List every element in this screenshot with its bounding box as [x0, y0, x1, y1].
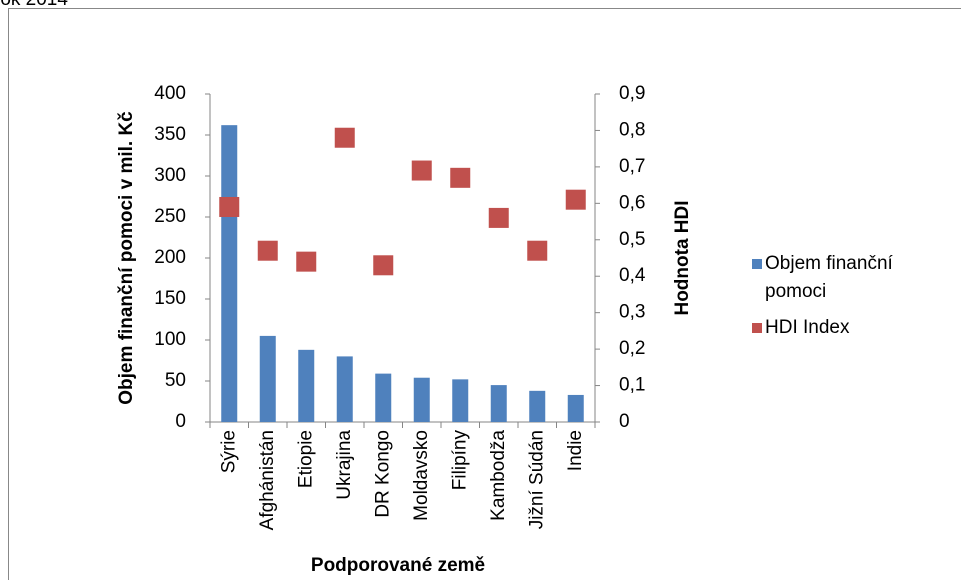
y-tick-label: 300	[154, 165, 186, 186]
y2-tick-label: 0	[619, 411, 630, 432]
y-tick-label: 0	[175, 411, 186, 432]
bar	[413, 377, 430, 422]
x-tick-label: Kambodža	[488, 430, 509, 521]
bar	[221, 125, 238, 422]
bar	[375, 373, 392, 422]
bar	[490, 385, 507, 422]
x-tick-label: Filipíny	[449, 430, 470, 491]
x-tick-label: DR Kongo	[372, 430, 393, 518]
marker	[565, 189, 586, 210]
legend-swatch	[752, 323, 762, 333]
legend-label: Objem finanční pomoci	[765, 253, 893, 302]
y2-tick-label: 0,3	[619, 302, 645, 323]
y-tick-label: 400	[154, 83, 186, 104]
legend-label: HDI Index	[765, 317, 850, 338]
y2-tick-label: 0,7	[619, 156, 645, 177]
x-tick-label: Afghánistán	[257, 430, 278, 530]
marker	[373, 255, 394, 276]
marker	[334, 127, 355, 148]
legend-swatch	[752, 259, 762, 269]
marker	[219, 196, 240, 217]
marker	[450, 167, 471, 188]
y-axis-title: Objem finanční pomoci v mil. Kč	[116, 111, 137, 405]
legend-item: Objem finanční pomoci	[752, 250, 952, 306]
chart-subtitle: rok 2014	[0, 0, 68, 10]
x-tick-label: Moldavsko	[411, 430, 432, 521]
y2-tick-label: 0,1	[619, 375, 645, 396]
y-tick-label: 200	[154, 247, 186, 268]
legend: Objem finanční pomoci HDI Index	[752, 250, 952, 350]
bar	[259, 335, 276, 422]
x-tick-label: Sýrie	[218, 430, 239, 473]
y2-tick-label: 0,2	[619, 338, 645, 359]
x-tick-label: Indie	[565, 430, 586, 471]
bar	[529, 390, 546, 422]
legend-item: HDI Index	[752, 314, 952, 342]
y-tick-label: 350	[154, 124, 186, 145]
y-tick-label: 150	[154, 288, 186, 309]
y2-tick-label: 0,9	[619, 83, 645, 104]
y2-tick-label: 0,6	[619, 192, 645, 213]
bar	[452, 379, 469, 422]
y-tick-label: 100	[154, 329, 186, 350]
y2-tick-label: 0,4	[619, 265, 646, 286]
y-tick-label: 50	[165, 370, 186, 391]
y-tick-label: 250	[154, 206, 186, 227]
y2-tick-label: 0,8	[619, 119, 645, 140]
bar	[298, 349, 315, 422]
x-axis-title: Podporované země	[311, 555, 485, 576]
chart-frame	[8, 8, 961, 580]
marker	[527, 240, 548, 261]
x-tick-label: Etiopie	[295, 430, 316, 488]
marker	[257, 240, 278, 261]
marker	[488, 207, 509, 228]
marker	[296, 251, 317, 272]
x-tick-label: Jižní Súdán	[526, 430, 547, 529]
y2-tick-label: 0,5	[619, 229, 645, 250]
marker	[411, 160, 432, 181]
bar	[336, 356, 353, 422]
y2-axis-title: Hodnota HDI	[672, 200, 693, 315]
bar	[567, 394, 584, 422]
x-tick-label: Ukrajina	[334, 430, 355, 500]
